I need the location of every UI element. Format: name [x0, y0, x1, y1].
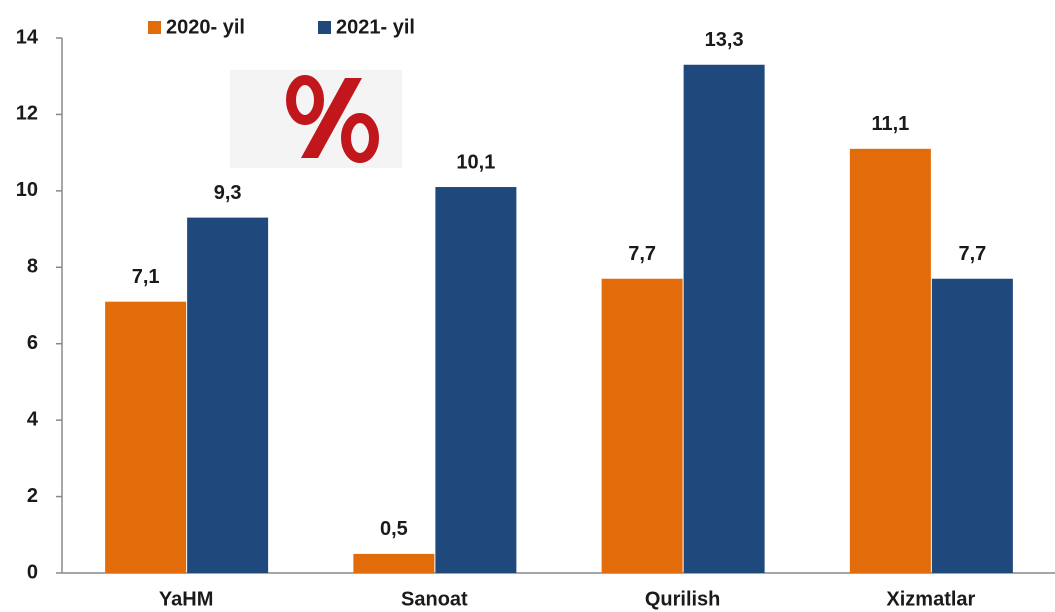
- bar: [105, 302, 186, 573]
- bar: [602, 279, 683, 573]
- legend-label: 2021- yil: [336, 16, 415, 38]
- legend-swatch: [148, 21, 161, 34]
- x-tick-label: Qurilish: [645, 588, 721, 610]
- y-tick-label: 12: [16, 103, 38, 125]
- y-tick-label: 2: [27, 485, 38, 507]
- percent-icon: [230, 70, 402, 168]
- value-label: 0,5: [380, 518, 408, 540]
- chart: 0 2 4 6 8 10 12 14 YaHM 7,1 9,3 Sanoat 0,5 10,1 Qurili…: [0, 0, 1055, 612]
- bar: [187, 218, 268, 573]
- value-label: 9,3: [214, 182, 242, 204]
- value-label: 7,7: [958, 243, 986, 265]
- value-label: 10,1: [456, 151, 495, 173]
- bar: [850, 149, 931, 573]
- bar: [353, 554, 434, 573]
- y-tick-label: 10: [16, 179, 38, 201]
- bar: [932, 279, 1013, 573]
- y-tick-label: 4: [27, 408, 39, 430]
- y-tick-label: 6: [27, 332, 38, 354]
- bar: [684, 65, 765, 573]
- value-label: 13,3: [705, 29, 744, 51]
- y-tick-label: 0: [27, 561, 38, 583]
- bar: [435, 187, 516, 573]
- x-tick-label: Xizmatlar: [886, 588, 975, 610]
- x-tick-label: YaHM: [159, 588, 213, 610]
- value-label: 7,1: [132, 266, 160, 288]
- legend-swatch: [318, 21, 331, 34]
- x-tick-label: Sanoat: [401, 588, 468, 610]
- legend-label: 2020- yil: [166, 16, 245, 38]
- y-tick-label: 8: [27, 256, 38, 278]
- y-tick-label: 14: [16, 26, 39, 48]
- value-label: 11,1: [871, 113, 909, 135]
- value-label: 7,7: [628, 243, 656, 265]
